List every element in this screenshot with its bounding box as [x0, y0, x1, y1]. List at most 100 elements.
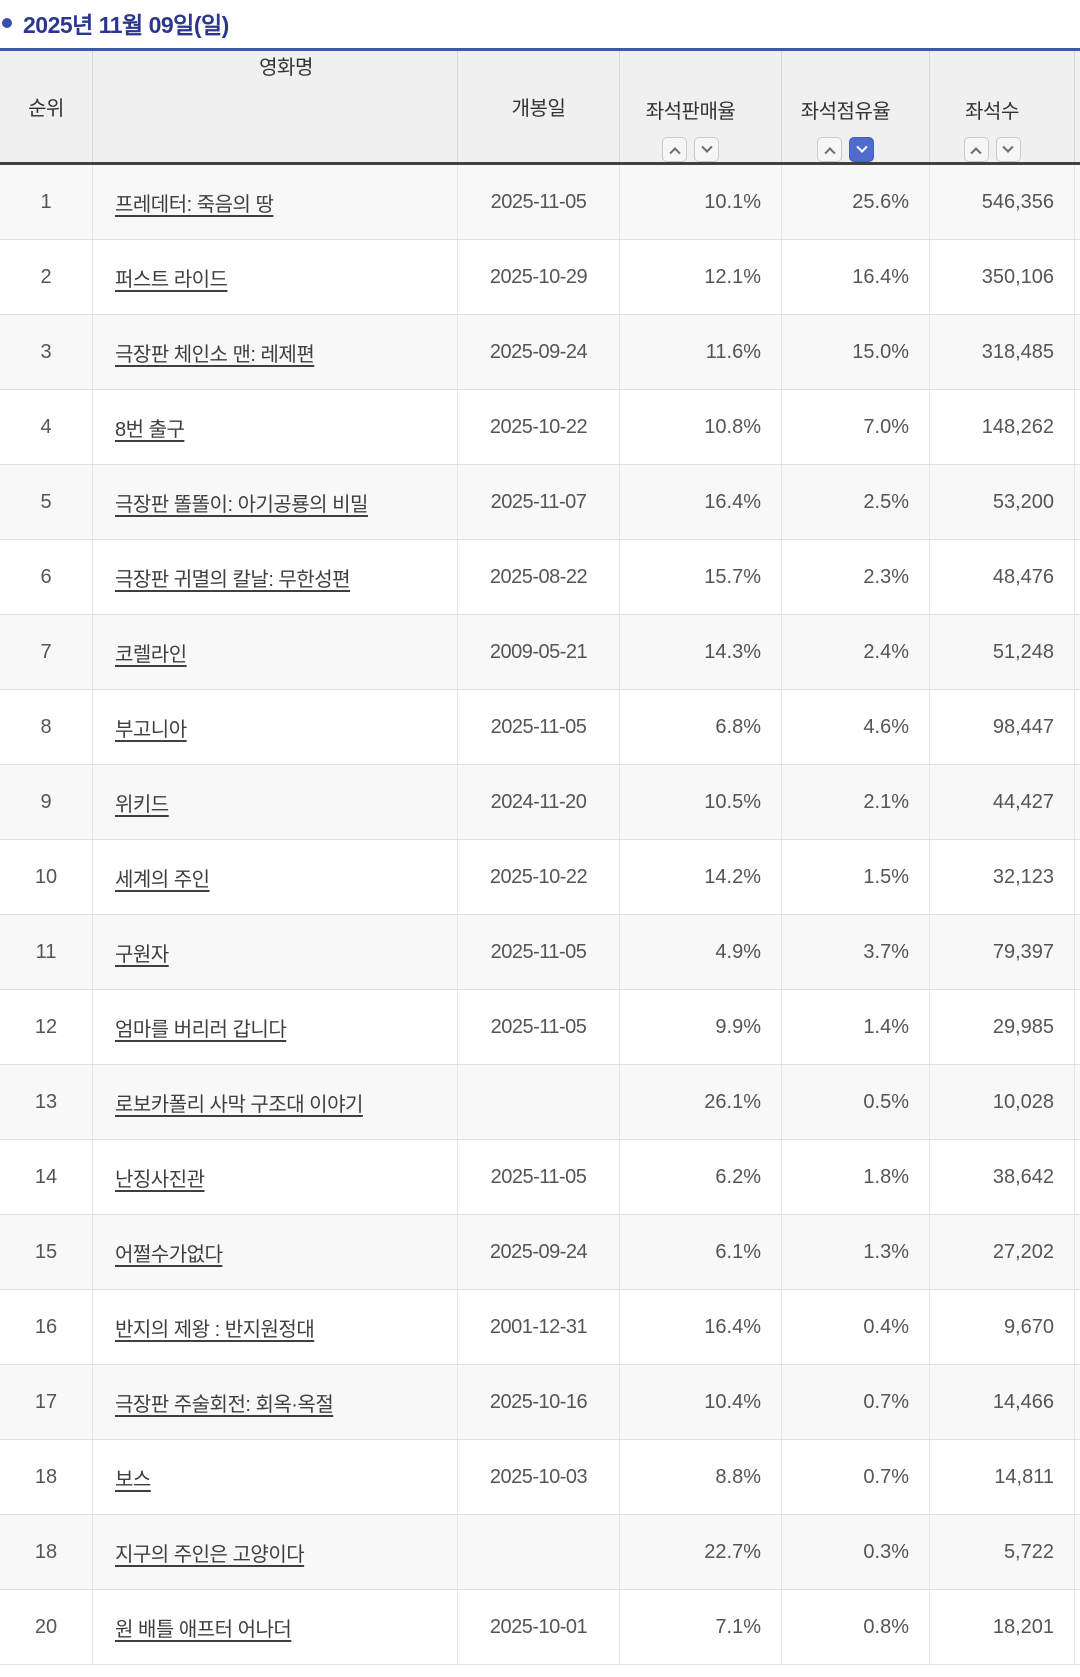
seat-occupancy-rate-cell: 1.5%	[782, 840, 930, 914]
movie-title-link[interactable]: 극장판 주술회전: 회옥·옥절	[115, 1393, 334, 1416]
movie-title-link[interactable]: 위키드	[115, 793, 169, 816]
movie-title-link[interactable]: 퍼스트 라이드	[115, 268, 228, 291]
column-header-seat-occupancy-rate: 좌석점유율	[782, 51, 930, 162]
clipped-cell	[1075, 1590, 1080, 1664]
clipped-cell	[1075, 690, 1080, 764]
movie-title-cell: 극장판 귀멸의 칼날: 무한성편	[93, 540, 458, 614]
column-header-rank-label: 순위	[28, 98, 64, 120]
clipped-cell	[1075, 1215, 1080, 1289]
release-date-cell: 2025-10-22	[458, 840, 620, 914]
movie-title-link[interactable]: 원 배틀 애프터 어나더	[115, 1618, 292, 1641]
seat-occupancy-rate-cell: 16.4%	[782, 240, 930, 314]
seat-sales-rate-cell: 26.1%	[620, 1065, 782, 1139]
seat-occupancy-rate-sort-ascending-button[interactable]	[817, 137, 842, 162]
movie-title-link[interactable]: 극장판 귀멸의 칼날: 무한성편	[115, 568, 351, 591]
seat-occupancy-rate-cell: 4.6%	[782, 690, 930, 764]
seat-count-cell: 14,811	[930, 1440, 1075, 1514]
movie-title-link[interactable]: 8번 출구	[115, 418, 185, 441]
movie-title-link[interactable]: 부고니아	[115, 718, 187, 741]
rank-cell: 18	[0, 1515, 93, 1589]
movie-title-link[interactable]: 극장판 체인소 맨: 레제편	[115, 343, 315, 366]
clipped-cell	[1075, 165, 1080, 239]
ring-circle-icon	[2, 17, 12, 28]
movie-title-link[interactable]: 난징사진관	[115, 1168, 205, 1191]
seat-occupancy-rate-sort-descending-button[interactable]	[849, 137, 874, 162]
seat-occupancy-rate-cell: 2.3%	[782, 540, 930, 614]
movie-title-link[interactable]: 어쩔수가없다	[115, 1243, 223, 1266]
seat-count-cell: 44,427	[930, 765, 1075, 839]
movie-title-cell: 부고니아	[93, 690, 458, 764]
movie-title-link[interactable]: 극장판 똘똘이: 아기공룡의 비밀	[115, 493, 368, 516]
movie-title-link[interactable]: 반지의 제왕 : 반지원정대	[115, 1318, 315, 1341]
movie-title-cell: 프레데터: 죽음의 땅	[93, 165, 458, 239]
seat-sales-rate-sort-ascending-button[interactable]	[662, 137, 687, 162]
movie-title-link[interactable]: 세계의 주인	[115, 868, 210, 891]
clipped-cell	[1075, 990, 1080, 1064]
rank-cell: 14	[0, 1140, 93, 1214]
rank-cell: 5	[0, 465, 93, 539]
rank-cell: 6	[0, 540, 93, 614]
movie-title-cell: 구원자	[93, 915, 458, 989]
release-date-cell: 2025-11-05	[458, 690, 620, 764]
seat-occupancy-rate-cell: 2.1%	[782, 765, 930, 839]
seat-count-cell: 27,202	[930, 1215, 1075, 1289]
seat-count-cell: 29,985	[930, 990, 1075, 1064]
movie-title-link[interactable]: 코렐라인	[115, 643, 187, 666]
seat-count-cell: 98,447	[930, 690, 1075, 764]
column-header-seat-sales-rate-label: 좌석판매율	[645, 101, 736, 123]
rank-cell: 18	[0, 1440, 93, 1514]
column-header-rank: 순위	[0, 51, 93, 162]
movie-title-link[interactable]: 지구의 주인은 고양이다	[115, 1543, 305, 1566]
seat-sales-rate-cell: 15.7%	[620, 540, 782, 614]
movie-title-link[interactable]: 프레데터: 죽음의 땅	[115, 193, 274, 216]
clipped-cell	[1075, 1140, 1080, 1214]
release-date-cell	[458, 1065, 620, 1139]
column-header-movie-title-label: 영화명	[259, 57, 313, 79]
table-row: 3 극장판 체인소 맨: 레제편 2025-09-24 11.6% 15.0% …	[0, 315, 1080, 390]
movie-title-cell: 지구의 주인은 고양이다	[93, 1515, 458, 1589]
movie-title-link[interactable]: 구원자	[115, 943, 169, 966]
chevron-up-icon	[970, 146, 982, 158]
seat-count-sort-group	[963, 137, 1021, 162]
clipped-cell	[1075, 615, 1080, 689]
movie-title-link[interactable]: 로보카폴리 사막 구조대 이야기	[115, 1093, 363, 1116]
rank-cell: 1	[0, 165, 93, 239]
movie-title-cell: 난징사진관	[93, 1140, 458, 1214]
chevron-down-icon	[700, 141, 713, 153]
seat-sales-rate-cell: 16.4%	[620, 1290, 782, 1364]
rank-cell: 7	[0, 615, 93, 689]
seat-sales-rate-sort-group	[662, 137, 719, 162]
seat-sales-rate-sort-descending-button[interactable]	[694, 137, 719, 162]
seat-sales-rate-cell: 6.1%	[620, 1215, 782, 1289]
column-header-release-date-label: 개봉일	[511, 98, 566, 120]
table-row: 14 난징사진관 2025-11-05 6.2% 1.8% 38,642	[0, 1140, 1080, 1215]
seat-occupancy-rate-cell: 1.8%	[782, 1140, 930, 1214]
table-row: 16 반지의 제왕 : 반지원정대 2001-12-31 16.4% 0.4% …	[0, 1290, 1080, 1365]
movie-title-cell: 위키드	[93, 765, 458, 839]
movie-title-link[interactable]: 엄마를 버리러 갑니다	[115, 1018, 287, 1041]
release-date-cell: 2024-11-20	[458, 765, 620, 839]
table-row: 4 8번 출구 2025-10-22 10.8% 7.0% 148,262	[0, 390, 1080, 465]
movie-title-link[interactable]: 보스	[115, 1468, 151, 1491]
seat-occupancy-rate-cell: 25.6%	[782, 165, 930, 239]
movie-title-cell: 세계의 주인	[93, 840, 458, 914]
rank-cell: 4	[0, 390, 93, 464]
clipped-cell	[1075, 1290, 1080, 1364]
rank-cell: 17	[0, 1365, 93, 1439]
movie-title-cell: 극장판 똘똘이: 아기공룡의 비밀	[93, 465, 458, 539]
chevron-down-icon	[1002, 141, 1014, 153]
seat-sales-rate-cell: 22.7%	[620, 1515, 782, 1589]
seat-occupancy-rate-cell: 3.7%	[782, 915, 930, 989]
seat-count-sort-ascending-button[interactable]	[963, 137, 989, 162]
release-date-cell: 2025-11-05	[458, 1140, 620, 1214]
seat-occupancy-rate-cell: 0.5%	[782, 1065, 930, 1139]
table-body: 1 프레데터: 죽음의 땅 2025-11-05 10.1% 25.6% 546…	[0, 165, 1080, 1665]
column-header-clipped	[1075, 51, 1080, 162]
seat-sales-rate-cell: 14.2%	[620, 840, 782, 914]
seat-count-cell: 350,106	[930, 240, 1075, 314]
release-date-cell: 2025-10-03	[458, 1440, 620, 1514]
seat-count-sort-descending-button[interactable]	[995, 137, 1021, 162]
release-date-cell: 2025-09-24	[458, 1215, 620, 1289]
movie-title-cell: 반지의 제왕 : 반지원정대	[93, 1290, 458, 1364]
